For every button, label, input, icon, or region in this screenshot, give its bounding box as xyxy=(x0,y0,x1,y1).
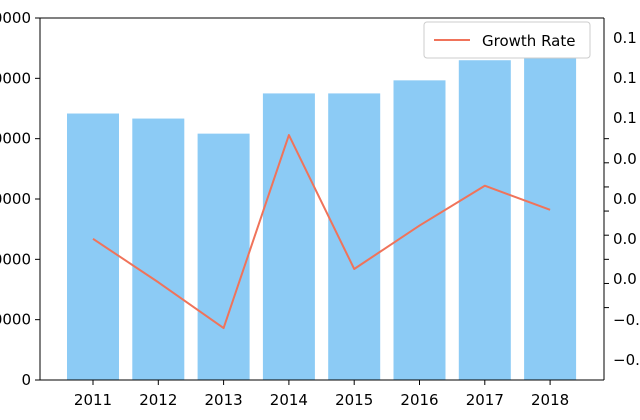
line-layer xyxy=(92,134,551,330)
bar-2012 xyxy=(132,118,185,381)
bar-2011 xyxy=(67,113,119,381)
x-tick-label-2017: 2017 xyxy=(466,391,504,409)
right-tick-label: 0.0 xyxy=(613,150,637,168)
x-tick-label-2018: 2018 xyxy=(531,391,569,409)
bar-2017 xyxy=(458,60,511,380)
x-tick-label-2016: 2016 xyxy=(400,391,438,409)
bar-2014 xyxy=(262,93,315,381)
legend-box xyxy=(423,21,591,59)
bar-2015 xyxy=(328,93,381,381)
x-tick-label-2015: 2015 xyxy=(335,391,373,409)
x-tick-label-2013: 2013 xyxy=(205,391,243,409)
x-tick-label-2011: 2011 xyxy=(74,391,112,409)
growth-rate-line xyxy=(92,134,551,330)
legend: Growth Rate xyxy=(423,21,591,59)
bars-layer xyxy=(67,43,577,381)
right-tick-label: −0. xyxy=(613,351,640,369)
left-tick-label: 0 xyxy=(21,371,31,389)
right-tick-label: 0.0 xyxy=(613,190,637,208)
x-tick-label-2014: 2014 xyxy=(270,391,308,409)
right-tick-label: 0.0 xyxy=(613,270,637,288)
right-tick-label: 0.1 xyxy=(613,69,637,87)
axes-layer: 00000000000000000000000000.10.10.10.00.0… xyxy=(0,9,640,409)
bar-2013 xyxy=(197,133,250,380)
bar-2018 xyxy=(524,43,577,381)
legend-label: Growth Rate xyxy=(482,32,575,50)
right-tick-label: 0.1 xyxy=(613,29,637,47)
right-tick-label: 0.0 xyxy=(613,230,637,248)
right-tick-label: −0. xyxy=(613,311,640,329)
x-tick-label-2012: 2012 xyxy=(139,391,177,409)
right-tick-label: 0.1 xyxy=(613,109,637,127)
bar-2016 xyxy=(393,80,446,380)
